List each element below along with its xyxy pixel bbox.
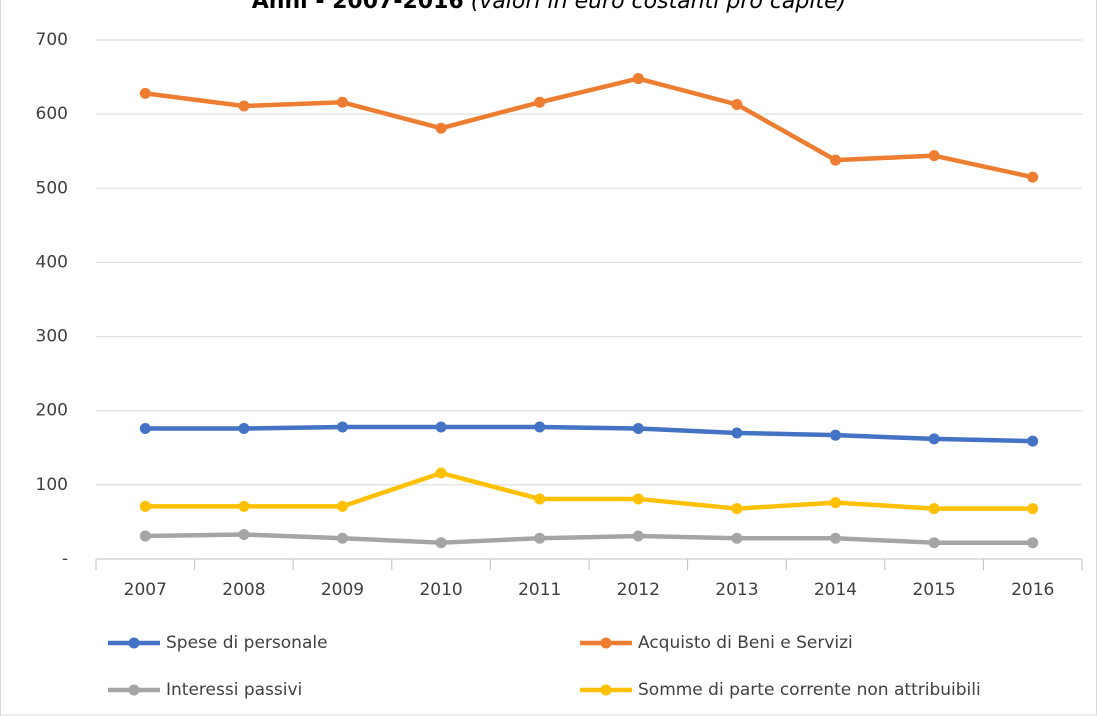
x-tick-label: 2008 [222,580,265,600]
y-tick-label: 500 [36,178,68,198]
data-point [435,537,447,549]
legend-label: Somme di parte corrente non attribuibili [638,680,981,700]
data-point [435,122,447,134]
legend-label: Interessi passivi [166,680,302,700]
data-point [139,423,151,435]
data-point [632,493,644,505]
data-point [139,530,151,542]
data-point [435,467,447,479]
data-point [139,87,151,99]
y-tick-label: 300 [36,327,68,347]
data-point [928,433,940,445]
chart-subtitle: (valori in euro costanti pro capite) [471,0,847,14]
data-point [928,150,940,162]
data-point [337,532,348,544]
x-tick-label: 2015 [912,580,955,600]
data-point [534,421,546,433]
x-tick-label: 2013 [715,580,758,600]
series-line [145,76,1034,180]
legend-marker [600,684,612,696]
x-tick-label: 2016 [1011,580,1054,600]
y-tick-label: 200 [36,401,68,421]
x-tick-label: 2009 [321,580,364,600]
data-point [534,532,546,544]
y-tick-label: - [62,549,68,569]
series-line [145,532,1033,545]
data-point [731,99,743,111]
data-point [1027,171,1039,183]
data-point [632,73,644,85]
legend-marker [128,637,140,649]
y-tick-label: 700 [36,30,68,50]
data-point [928,537,940,549]
data-point [1027,503,1039,515]
data-point [337,500,348,512]
legend-label: Spese di personale [166,633,328,653]
data-point [928,503,940,515]
data-point [1027,537,1039,549]
y-tick-label: 400 [36,252,68,272]
chart-title: Anni - 2007-2016 [252,0,464,14]
legend-label: Acquisto di Beni e Servizi [638,633,853,653]
data-point [632,530,644,542]
legend-marker [600,637,612,649]
x-tick-label: 2010 [419,580,462,600]
data-point [238,529,250,541]
data-point [731,532,743,544]
x-tick-label: 2012 [617,580,660,600]
data-point [238,100,250,112]
y-tick-label: 100 [36,475,68,495]
series-line [145,424,1033,444]
x-tick-label: 2011 [518,580,561,600]
data-point [238,423,250,435]
data-point [731,427,743,439]
x-tick-label: 2007 [124,580,167,600]
chart-title-group: Anni - 2007-2016 (valori in euro costant… [252,0,846,14]
y-tick-label: 600 [36,104,68,124]
data-point [830,497,841,509]
data-point [337,421,348,433]
x-tick-label: 2014 [814,580,857,600]
data-point [534,493,546,505]
data-point [830,154,841,166]
legend-marker [128,684,140,696]
data-point [830,429,841,441]
data-point [337,96,348,108]
data-point [534,96,546,108]
data-point [632,423,644,435]
data-point [139,500,151,512]
data-point [435,421,447,433]
data-point [238,500,250,512]
data-point [731,503,743,515]
data-point [1027,435,1039,447]
series-line [145,470,1033,511]
data-point [830,532,841,544]
